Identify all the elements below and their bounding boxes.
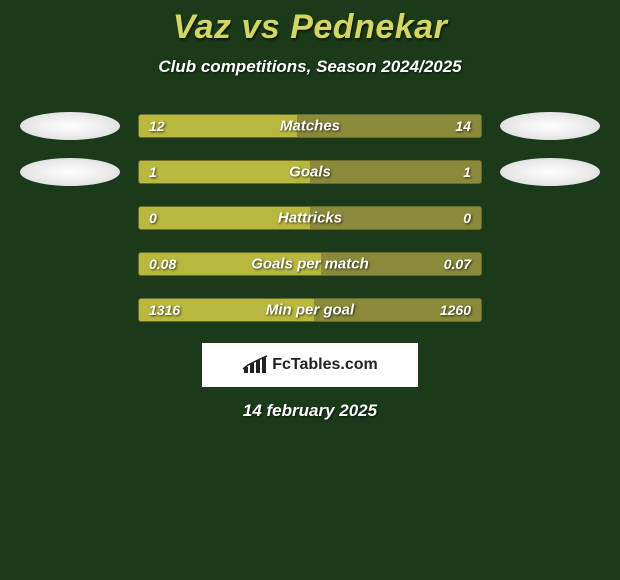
page-title: Vaz vs Pednekar [0, 8, 620, 47]
stat-value-left: 0 [149, 210, 157, 226]
stat-value-left: 1 [149, 164, 157, 180]
brand-text: FcTables.com [272, 356, 378, 374]
bar-chart-icon [242, 355, 268, 375]
player-oval-right [500, 112, 600, 140]
stat-label: Goals [289, 164, 331, 181]
stat-value-left: 1316 [149, 302, 180, 318]
stat-label: Min per goal [266, 302, 354, 319]
stat-row: 1 Goals 1 [0, 155, 620, 189]
stat-bar: 1 Goals 1 [138, 160, 482, 184]
stat-value-left: 12 [149, 118, 165, 134]
stat-value-right: 1 [463, 164, 471, 180]
stat-bar: 12 Matches 14 [138, 114, 482, 138]
stat-row: 1316 Min per goal 1260 [0, 293, 620, 327]
comparison-infographic: Vaz vs Pednekar Club competitions, Seaso… [0, 0, 620, 421]
stat-row: 0 Hattricks 0 [0, 201, 620, 235]
stat-label: Matches [280, 118, 340, 135]
stat-value-left: 0.08 [149, 256, 176, 272]
stat-row: 12 Matches 14 [0, 109, 620, 143]
player-oval-left [20, 158, 120, 186]
stat-bar: 0 Hattricks 0 [138, 206, 482, 230]
stat-bar: 1316 Min per goal 1260 [138, 298, 482, 322]
stat-bar: 0.08 Goals per match 0.07 [138, 252, 482, 276]
stat-label: Goals per match [251, 256, 369, 273]
player-oval-left [20, 112, 120, 140]
stat-label: Hattricks [278, 210, 342, 227]
stat-rows: 12 Matches 14 1 Goals 1 0 Hattricks 0 0.08 Goals p… [0, 109, 620, 327]
subtitle: Club competitions, Season 2024/2025 [0, 57, 620, 77]
bar-left-fill [139, 161, 310, 183]
stat-value-right: 1260 [440, 302, 471, 318]
brand-box: FcTables.com [202, 343, 418, 387]
stat-value-right: 0.07 [444, 256, 471, 272]
stat-value-right: 0 [463, 210, 471, 226]
date-text: 14 february 2025 [0, 401, 620, 421]
stat-row: 0.08 Goals per match 0.07 [0, 247, 620, 281]
stat-value-right: 14 [455, 118, 471, 134]
player-oval-right [500, 158, 600, 186]
